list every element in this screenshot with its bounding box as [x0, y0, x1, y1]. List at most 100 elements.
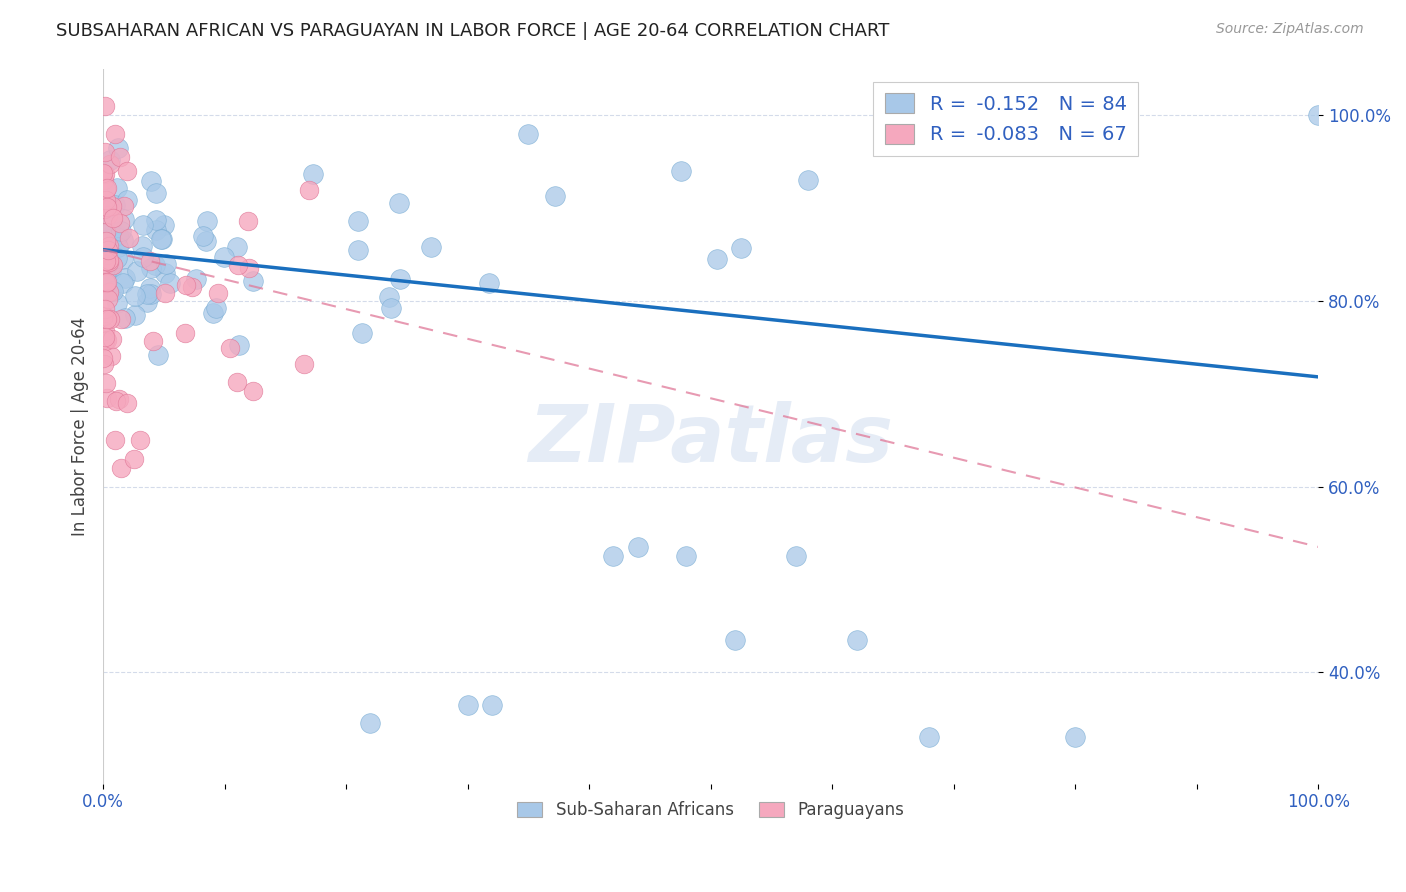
Point: [150, 232, 173, 246]
Point: [97, 285, 120, 299]
Point: [139, 287, 162, 301]
Point: [108, 392, 131, 407]
Point: [136, 294, 159, 309]
Point: [91, 166, 114, 180]
Point: [96, 275, 118, 289]
Point: [181, 280, 204, 294]
Legend: Sub-Saharan Africans, Paraguayans: Sub-Saharan Africans, Paraguayans: [510, 794, 911, 825]
Point: [98, 153, 121, 167]
Point: [378, 290, 401, 304]
Point: [97, 208, 120, 222]
Point: [105, 394, 128, 409]
Point: [159, 276, 181, 290]
Point: [153, 219, 176, 233]
Point: [186, 271, 208, 285]
Point: [101, 284, 124, 298]
Point: [724, 632, 747, 647]
Point: [146, 348, 169, 362]
Point: [194, 234, 217, 248]
Point: [143, 258, 166, 272]
Point: [94, 254, 117, 268]
Point: [1308, 108, 1330, 122]
Point: [669, 164, 692, 178]
Point: [142, 334, 165, 348]
Point: [481, 698, 503, 712]
Point: [94, 269, 117, 284]
Point: [350, 326, 373, 340]
Point: [98, 157, 121, 171]
Point: [602, 549, 624, 564]
Point: [918, 731, 941, 745]
Point: [104, 433, 127, 447]
Point: [226, 375, 249, 389]
Point: [139, 174, 162, 188]
Point: [242, 274, 264, 288]
Point: [100, 263, 122, 277]
Point: [110, 224, 132, 238]
Point: [96, 248, 118, 262]
Point: [105, 181, 128, 195]
Point: [128, 433, 150, 447]
Point: [93, 145, 115, 159]
Point: [145, 186, 167, 200]
Point: [122, 451, 145, 466]
Point: [93, 212, 115, 227]
Point: [112, 212, 135, 227]
Point: [94, 227, 117, 242]
Point: [388, 195, 411, 210]
Point: [101, 211, 124, 226]
Point: [419, 240, 441, 254]
Point: [96, 311, 118, 326]
Point: [104, 198, 127, 212]
Point: [1064, 127, 1087, 141]
Point: [292, 357, 315, 371]
Point: [131, 250, 153, 264]
Point: [301, 167, 323, 181]
Point: [238, 260, 260, 275]
Point: [191, 228, 214, 243]
Point: [110, 312, 132, 326]
Point: [94, 334, 117, 349]
Point: [93, 202, 115, 216]
Point: [675, 549, 697, 564]
Point: [706, 252, 728, 266]
Point: [380, 301, 402, 315]
Point: [100, 256, 122, 270]
Point: [96, 182, 118, 196]
Point: [97, 255, 120, 269]
Point: [107, 227, 129, 242]
Point: [96, 392, 118, 406]
Point: [93, 173, 115, 187]
Point: [195, 214, 218, 228]
Point: [94, 98, 117, 112]
Point: [131, 238, 153, 252]
Point: [94, 324, 117, 338]
Point: [101, 199, 124, 213]
Point: [93, 257, 115, 271]
Point: [145, 212, 167, 227]
Point: [114, 310, 136, 325]
Point: [730, 241, 752, 255]
Point: [93, 167, 115, 181]
Point: [98, 311, 121, 326]
Point: [236, 214, 259, 228]
Point: [94, 301, 117, 316]
Point: [124, 289, 146, 303]
Point: [797, 173, 820, 187]
Point: [108, 150, 131, 164]
Point: [785, 549, 807, 564]
Point: [388, 272, 411, 286]
Text: Source: ZipAtlas.com: Source: ZipAtlas.com: [1216, 22, 1364, 37]
Point: [228, 258, 250, 272]
Point: [94, 376, 117, 390]
Point: [118, 231, 141, 245]
Point: [359, 716, 381, 731]
Point: [132, 218, 155, 232]
Text: ZIPatlas: ZIPatlas: [529, 401, 893, 479]
Point: [201, 306, 224, 320]
Point: [139, 261, 162, 276]
Point: [112, 199, 135, 213]
Point: [93, 357, 115, 371]
Point: [298, 183, 321, 197]
Point: [96, 276, 118, 290]
